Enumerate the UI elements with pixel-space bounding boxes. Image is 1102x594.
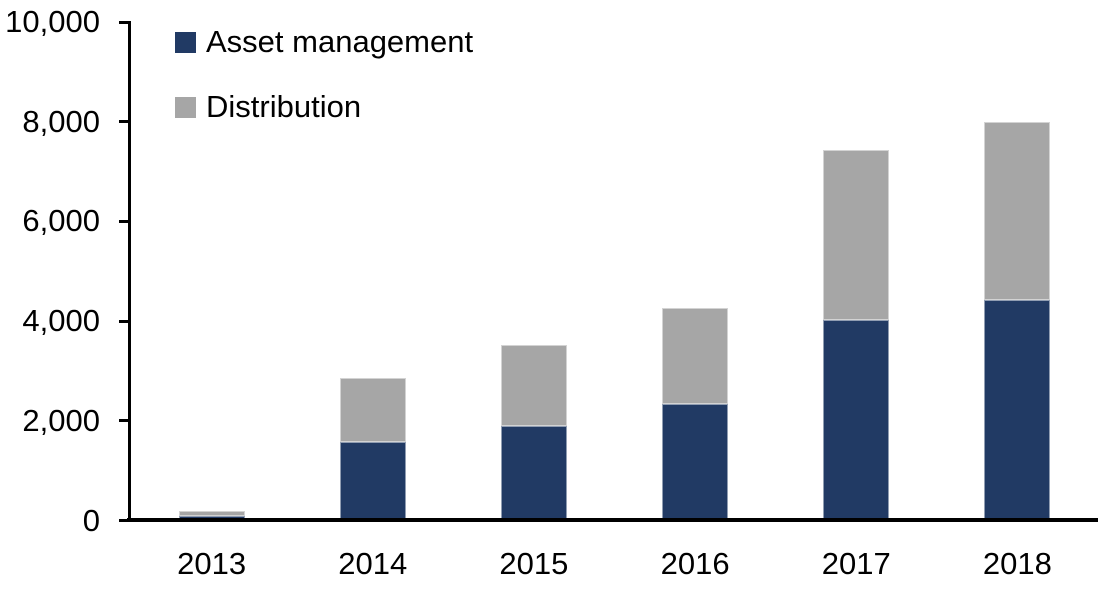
bar-segment-asset-management-2016 xyxy=(662,403,729,521)
bar-segment-asset-management-2018 xyxy=(984,299,1051,521)
x-axis-line xyxy=(127,518,1098,522)
bar-segment-distribution-2014 xyxy=(339,377,406,443)
bar-segment-distribution-2016 xyxy=(662,307,729,404)
x-tick-label-2015: 2015 xyxy=(499,546,569,581)
bar-segment-asset-management-2015 xyxy=(500,425,567,521)
bar-segment-asset-management-2014 xyxy=(339,442,406,521)
bar-segment-distribution-2015 xyxy=(500,345,567,426)
x-tick-label-2018: 2018 xyxy=(982,546,1052,581)
y-tick-label: 4,000 xyxy=(22,303,100,339)
y-tick-label: 8,000 xyxy=(22,103,100,139)
x-tick-label-2014: 2014 xyxy=(338,546,408,581)
x-tick-label-2013: 2013 xyxy=(177,546,247,581)
y-tick-mark xyxy=(119,519,129,522)
legend-item-asset-management: Asset management xyxy=(175,24,474,59)
legend-swatch-asset-management xyxy=(175,31,196,53)
y-axis-line xyxy=(128,21,131,522)
bar-segment-distribution-2018 xyxy=(984,121,1051,300)
legend-label-distribution: Distribution xyxy=(206,89,362,124)
y-tick-label: 10,000 xyxy=(5,4,100,39)
y-tick-mark xyxy=(119,20,129,24)
y-tick-mark xyxy=(119,419,129,423)
legend-swatch-distribution xyxy=(175,96,196,118)
bar-segment-distribution-2017 xyxy=(823,150,890,321)
y-tick-label: 2,000 xyxy=(22,402,100,438)
bar-segment-distribution-2013 xyxy=(178,510,245,516)
legend-label-asset-management: Asset management xyxy=(206,24,474,59)
y-tick-label: 0 xyxy=(82,502,100,538)
bar-segment-asset-management-2017 xyxy=(823,320,890,521)
y-tick-mark xyxy=(119,120,129,124)
y-tick-mark xyxy=(119,319,129,323)
x-tick-label-2016: 2016 xyxy=(660,546,730,581)
y-tick-mark xyxy=(119,219,129,223)
x-tick-label-2017: 2017 xyxy=(821,546,891,581)
y-tick-label: 6,000 xyxy=(22,203,100,239)
legend-item-distribution: Distribution xyxy=(175,89,362,124)
